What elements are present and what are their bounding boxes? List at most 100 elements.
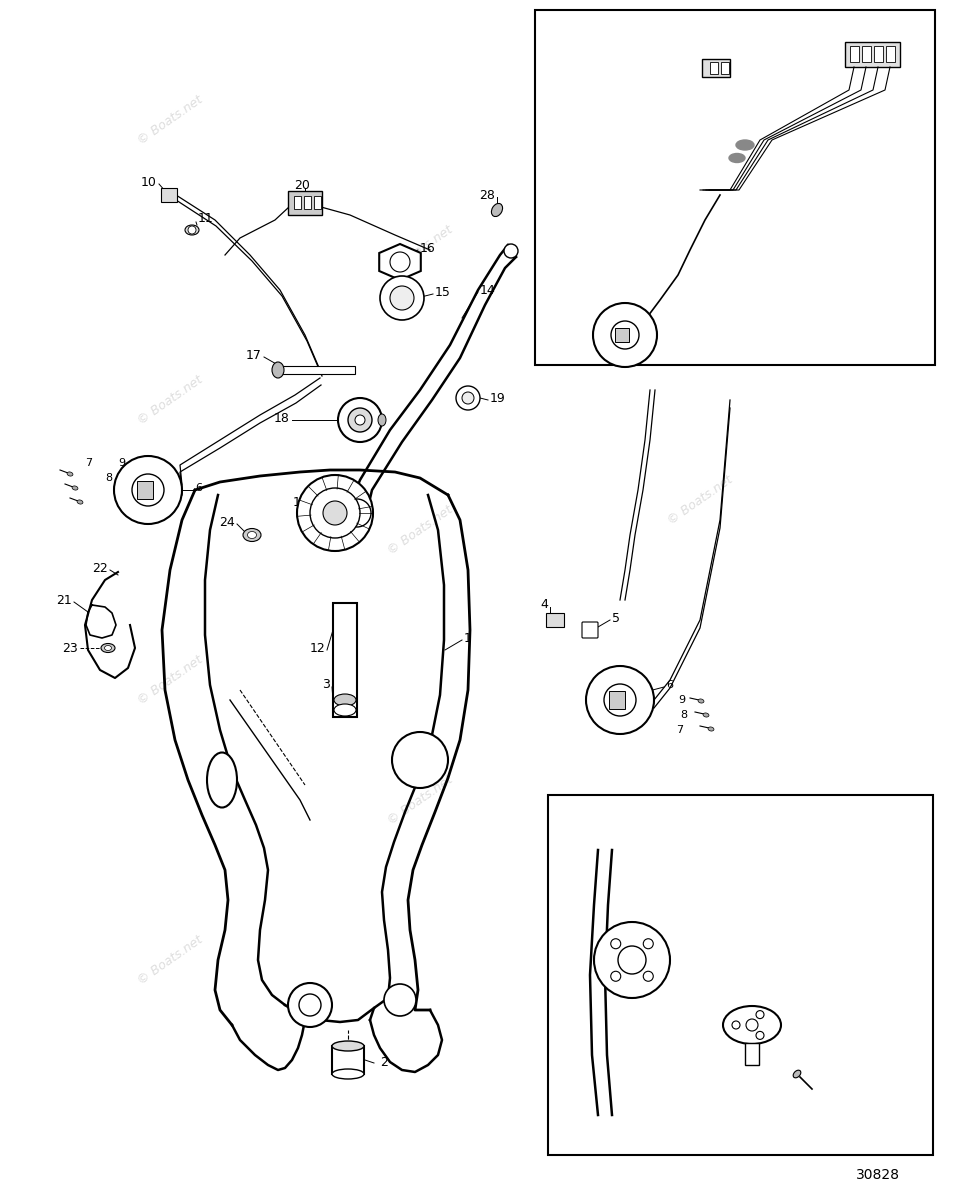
FancyBboxPatch shape (137, 481, 152, 499)
FancyBboxPatch shape (849, 46, 858, 62)
Circle shape (188, 226, 195, 234)
FancyBboxPatch shape (701, 59, 729, 77)
Text: 14: 14 (479, 283, 496, 296)
Text: 16: 16 (419, 241, 436, 254)
FancyBboxPatch shape (333, 602, 356, 716)
Circle shape (642, 938, 653, 949)
FancyBboxPatch shape (280, 366, 355, 374)
Circle shape (610, 938, 620, 949)
Text: 9: 9 (678, 695, 684, 704)
Ellipse shape (698, 698, 703, 703)
FancyBboxPatch shape (294, 196, 301, 209)
Text: 22: 22 (92, 562, 108, 575)
Text: © Boats.net: © Boats.net (385, 773, 455, 827)
Text: 19: 19 (490, 391, 505, 404)
Circle shape (348, 408, 372, 432)
Circle shape (288, 983, 332, 1027)
Text: 30828: 30828 (855, 1168, 899, 1182)
Text: © Boats.net: © Boats.net (135, 92, 205, 148)
Text: 30: 30 (743, 1084, 760, 1097)
Circle shape (343, 499, 371, 527)
Text: 6: 6 (194, 482, 202, 493)
Ellipse shape (377, 414, 386, 426)
Ellipse shape (77, 500, 83, 504)
Text: 20: 20 (294, 179, 310, 192)
Ellipse shape (67, 472, 72, 476)
Text: 3: 3 (322, 678, 330, 691)
Ellipse shape (185, 226, 199, 235)
Ellipse shape (207, 752, 236, 808)
FancyBboxPatch shape (844, 42, 899, 67)
FancyBboxPatch shape (547, 794, 932, 1154)
Ellipse shape (247, 532, 256, 539)
Text: 8: 8 (679, 710, 686, 720)
Text: 26: 26 (683, 52, 698, 62)
Text: © Boats.net: © Boats.net (135, 373, 205, 427)
Text: 23: 23 (62, 642, 78, 654)
FancyBboxPatch shape (615, 328, 628, 342)
FancyBboxPatch shape (608, 691, 624, 709)
Circle shape (755, 1031, 763, 1039)
Ellipse shape (243, 528, 261, 541)
Text: Hi-Performance: Hi-Performance (673, 816, 807, 830)
Circle shape (610, 971, 620, 982)
Ellipse shape (728, 154, 744, 162)
Text: 28: 28 (478, 188, 495, 202)
Text: 18: 18 (274, 412, 290, 425)
Text: © Boats.net: © Boats.net (135, 932, 205, 988)
Text: 25: 25 (599, 305, 614, 316)
Text: © Boats.net: © Boats.net (135, 653, 205, 707)
Ellipse shape (735, 140, 753, 150)
Circle shape (323, 502, 347, 526)
FancyBboxPatch shape (885, 46, 894, 62)
Circle shape (585, 666, 654, 734)
Circle shape (384, 984, 416, 1016)
Text: 7: 7 (676, 725, 682, 734)
Text: © Boats.net: © Boats.net (664, 173, 734, 227)
Ellipse shape (707, 727, 713, 731)
Circle shape (745, 1019, 758, 1031)
Circle shape (642, 971, 653, 982)
Text: 8: 8 (105, 473, 112, 482)
Ellipse shape (722, 1006, 781, 1044)
FancyBboxPatch shape (332, 1046, 364, 1074)
FancyBboxPatch shape (873, 46, 882, 62)
Ellipse shape (491, 204, 502, 216)
Circle shape (355, 415, 365, 425)
Circle shape (296, 475, 373, 551)
Ellipse shape (272, 362, 284, 378)
Circle shape (298, 994, 320, 1016)
Ellipse shape (334, 694, 355, 706)
Circle shape (379, 276, 423, 320)
FancyBboxPatch shape (161, 188, 177, 202)
Circle shape (603, 684, 636, 716)
Ellipse shape (101, 643, 115, 653)
Text: 13: 13 (292, 496, 308, 509)
Circle shape (390, 286, 414, 310)
FancyBboxPatch shape (304, 196, 311, 209)
Text: © Boats.net: © Boats.net (664, 872, 734, 928)
Text: 11: 11 (198, 211, 213, 224)
Ellipse shape (105, 646, 112, 650)
Text: 7: 7 (85, 458, 92, 468)
FancyBboxPatch shape (314, 196, 320, 209)
Circle shape (755, 1010, 763, 1019)
Circle shape (618, 946, 645, 974)
Text: 1: 1 (463, 631, 472, 644)
Text: 15: 15 (435, 286, 451, 299)
FancyBboxPatch shape (535, 10, 934, 365)
Polygon shape (379, 244, 420, 280)
Circle shape (310, 488, 359, 538)
Text: 10: 10 (141, 175, 157, 188)
Circle shape (461, 392, 474, 404)
Circle shape (132, 474, 164, 506)
FancyBboxPatch shape (862, 46, 870, 62)
Circle shape (610, 322, 639, 349)
Circle shape (593, 304, 657, 367)
Ellipse shape (332, 1069, 364, 1079)
Text: 21: 21 (56, 594, 71, 606)
Text: 29: 29 (663, 1084, 679, 1097)
Text: 17: 17 (246, 348, 262, 361)
Text: © Boats.net: © Boats.net (385, 223, 455, 277)
Ellipse shape (72, 486, 78, 490)
